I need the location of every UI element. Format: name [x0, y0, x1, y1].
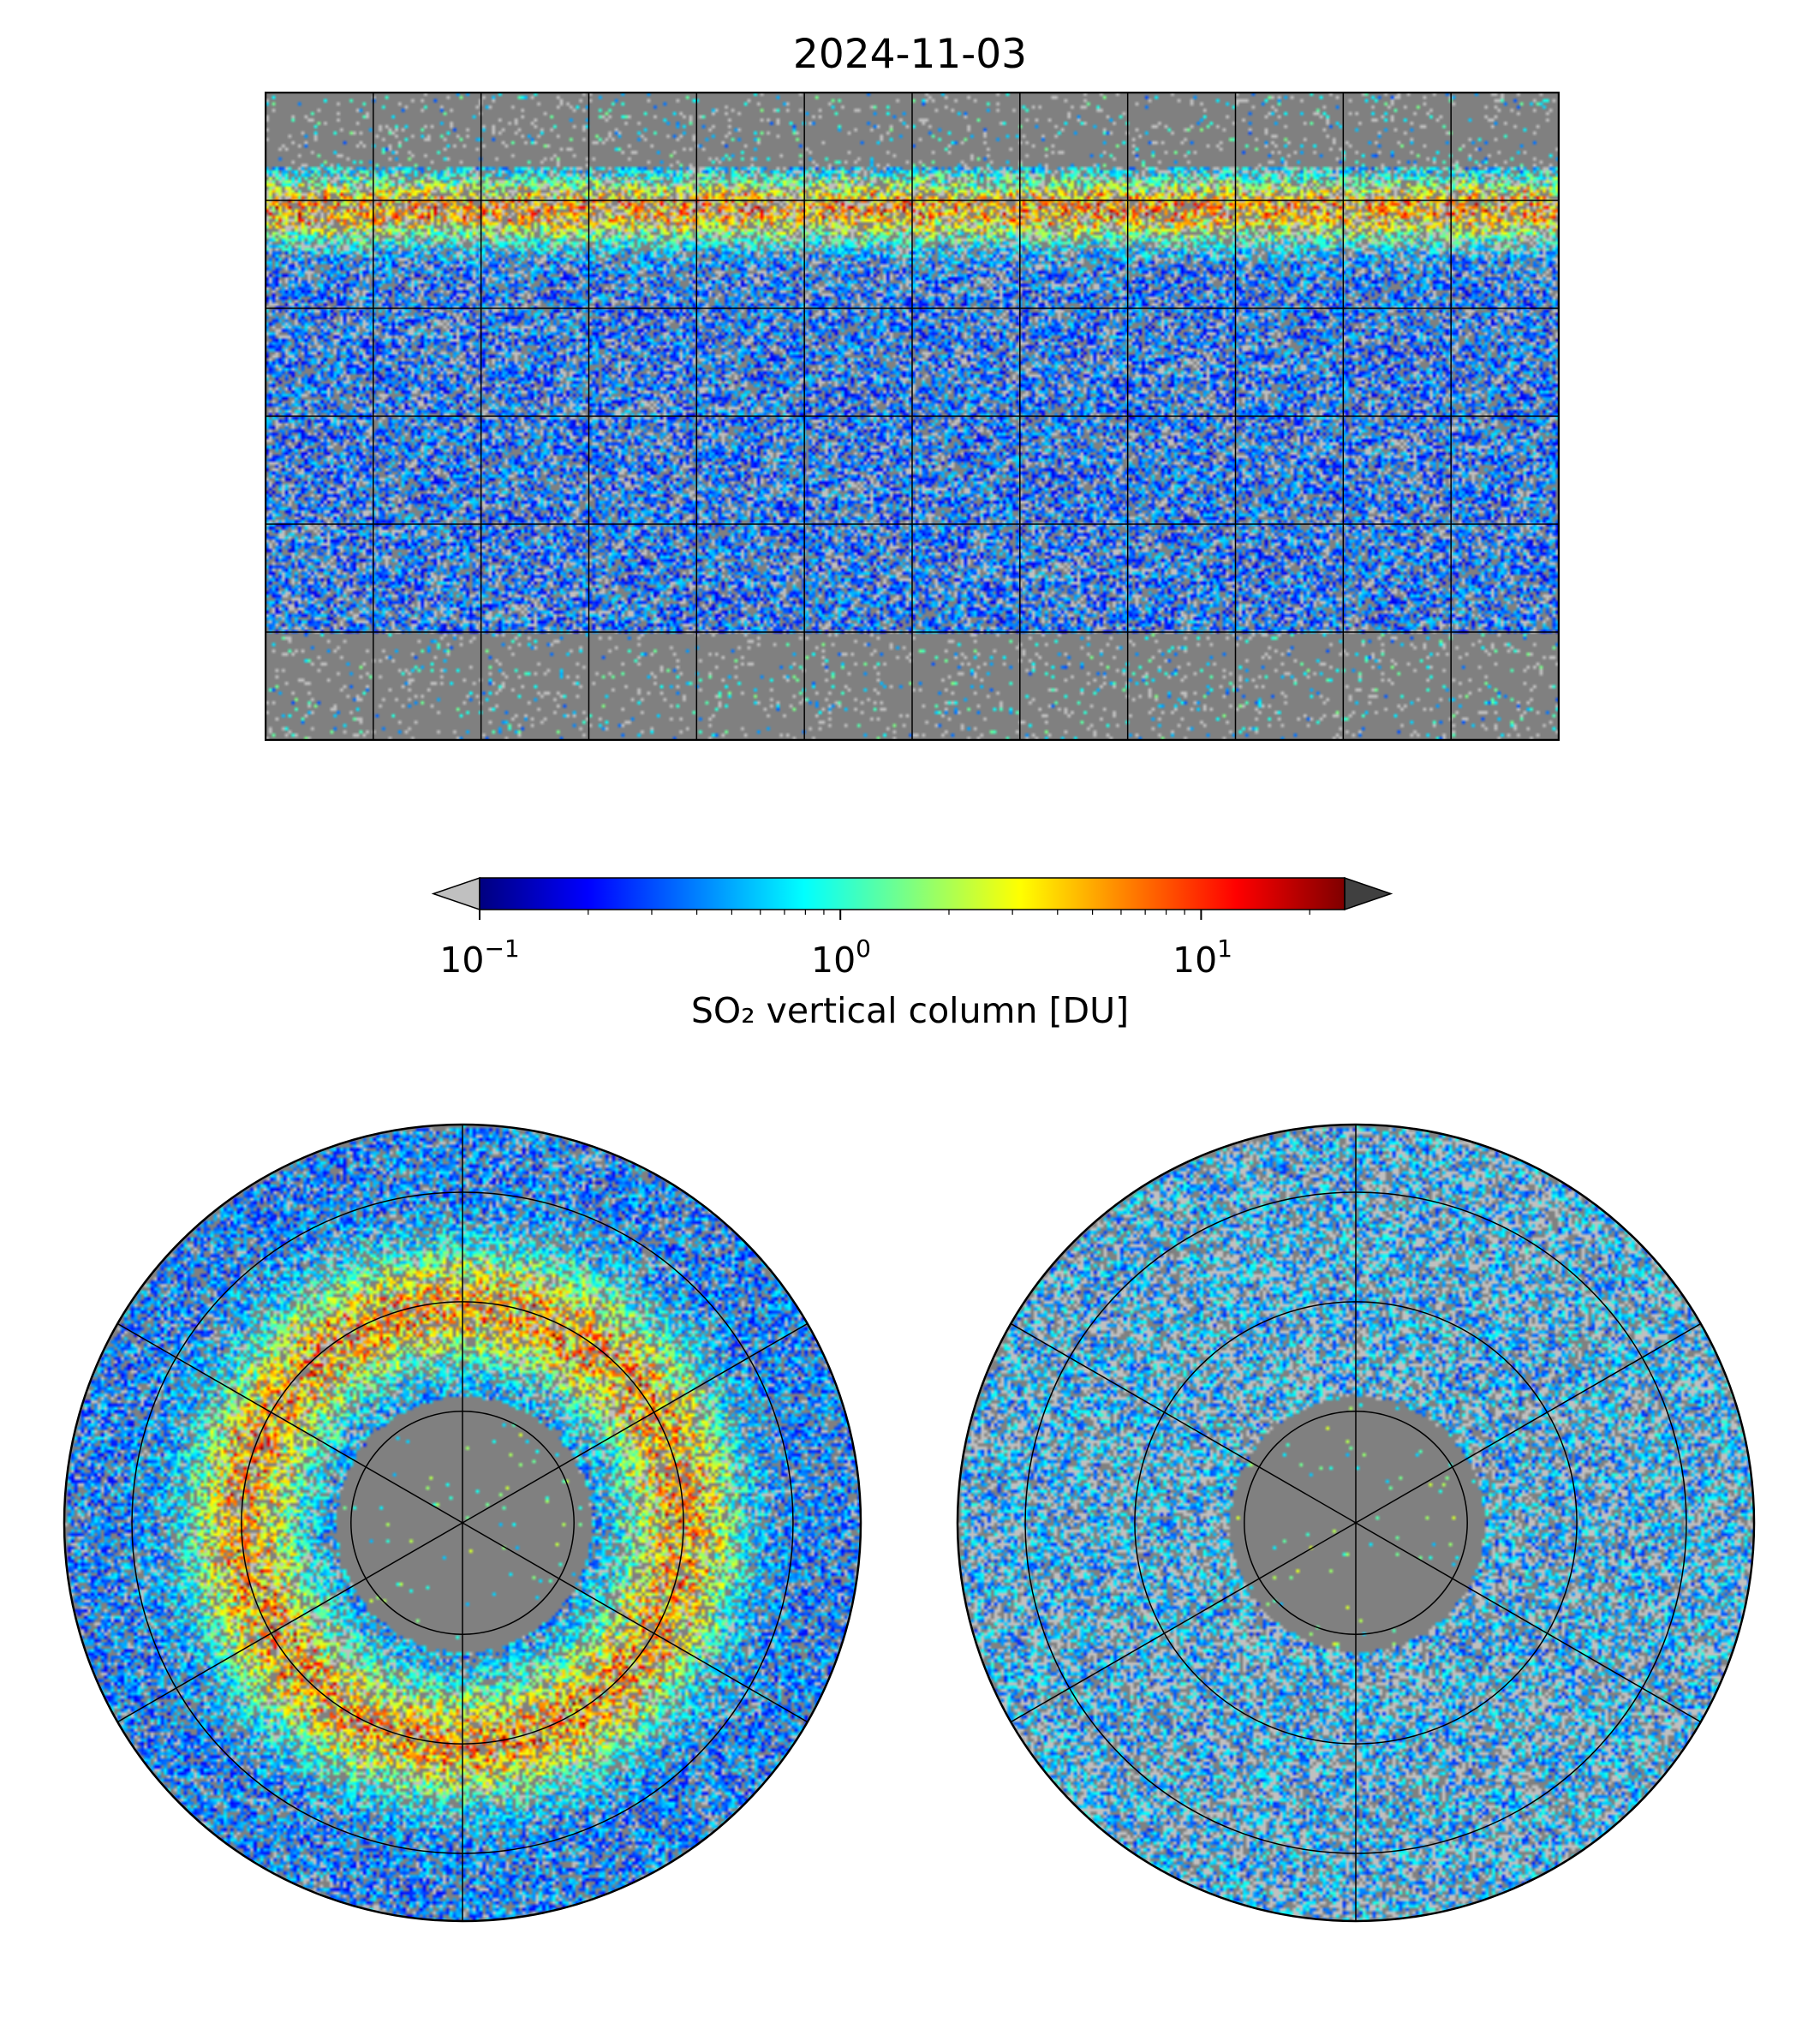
meridian-line — [116, 1322, 463, 1524]
north-polar-map — [63, 1123, 862, 1923]
south-polar-map — [956, 1123, 1756, 1923]
colorbar-label: SO₂ vertical column [DU] — [690, 990, 1130, 1031]
polar-map-frame — [956, 1123, 1756, 1923]
meridian-line — [462, 1322, 809, 1524]
colorbar — [431, 876, 1393, 920]
colorbar-gradient — [480, 878, 1345, 910]
polar-map-frame — [63, 1123, 862, 1923]
figure-title: 2024-11-03 — [792, 31, 1028, 78]
meridian-line — [1010, 1522, 1357, 1723]
meridian-line — [1010, 1322, 1357, 1524]
meridian-line — [462, 1522, 809, 1723]
colorbar-tick-label-1: 10−1 — [439, 934, 520, 982]
colorbar-extend-max — [1344, 876, 1393, 911]
meridian-line — [1355, 1522, 1702, 1723]
colorbar-frame — [479, 877, 1346, 910]
meridian-line — [1355, 1322, 1702, 1524]
colorbar-tick-label-2: 100 — [811, 934, 871, 982]
meridian-line — [116, 1522, 463, 1723]
global-map — [265, 92, 1560, 741]
colorbar-extend-min — [431, 876, 480, 911]
colorbar-tick-label-3: 101 — [1173, 934, 1232, 982]
global-map-frame — [265, 92, 1560, 741]
